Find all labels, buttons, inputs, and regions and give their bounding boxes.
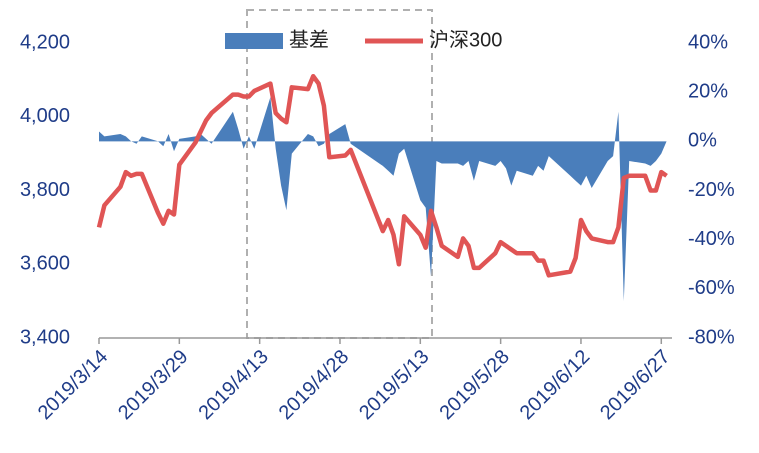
y2-tick-label: 0% — [688, 130, 717, 152]
y2-tick-label: -40% — [688, 228, 735, 250]
legend-swatch — [225, 33, 283, 49]
y2-tick-label: 40% — [688, 31, 728, 53]
y2-tick-label: -60% — [688, 277, 735, 299]
y-tick-label: 3,400 — [20, 326, 70, 348]
y-tick-label: 3,800 — [20, 179, 70, 201]
y2-tick-label: -80% — [688, 326, 735, 348]
x-tick-label: 2019/6/12 — [516, 346, 594, 424]
x-tick-label: 2019/5/28 — [435, 346, 513, 424]
legend-label: 基差 — [289, 28, 329, 51]
x-tick-label: 2019/4/13 — [194, 346, 272, 424]
x-tick-label: 2019/4/28 — [275, 346, 353, 424]
y2-tick-label: 20% — [688, 80, 728, 102]
basis-area — [99, 97, 667, 302]
legend-label: 沪深300 — [429, 28, 502, 51]
y-tick-label: 4,000 — [20, 105, 70, 127]
y-tick-label: 4,200 — [20, 31, 70, 53]
x-tick-label: 2019/6/27 — [596, 346, 674, 424]
x-tick-label: 2019/3/29 — [114, 346, 192, 424]
highlight-box — [246, 9, 433, 339]
x-tick-label: 2019/5/13 — [355, 346, 433, 424]
index-line — [96, 73, 668, 278]
x-tick-label: 2019/3/14 — [34, 346, 112, 424]
y2-tick-label: -20% — [688, 179, 735, 201]
y-tick-label: 3,600 — [20, 253, 70, 275]
